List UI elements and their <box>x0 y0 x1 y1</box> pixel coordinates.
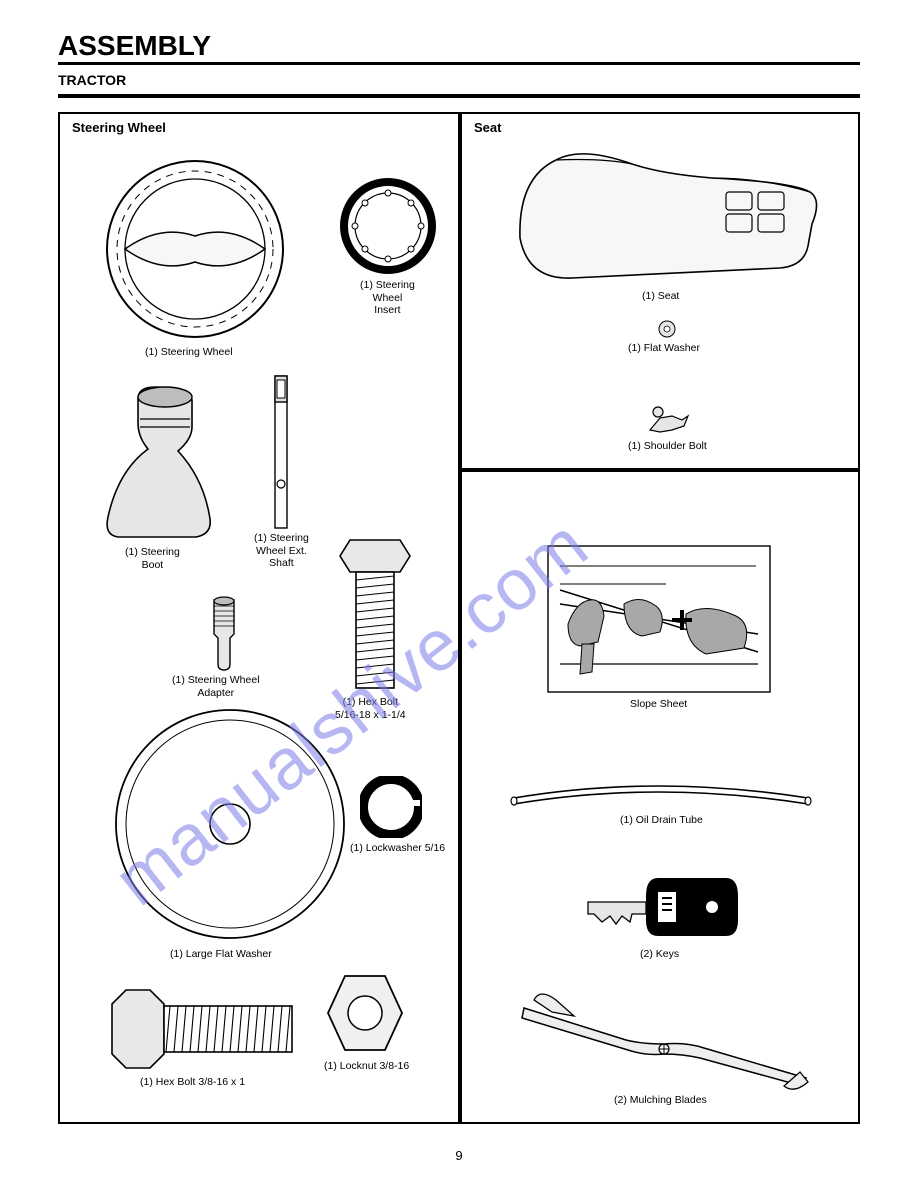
locknut-icon <box>320 968 410 1058</box>
label-steering-wheel: (1) Steering Wheel <box>145 346 233 359</box>
adapter-icon <box>200 594 248 674</box>
label-tube: (1) Oil Drain Tube <box>620 814 703 827</box>
rule-top <box>58 62 860 65</box>
flat-washer-icon <box>658 320 676 338</box>
label-shoulder-bolt: (1) Shoulder Bolt <box>628 440 707 453</box>
shoulder-bolt-icon <box>644 402 694 438</box>
lockwasher-icon <box>360 776 422 838</box>
label-locknut: (1) Locknut 3/8-16 <box>324 1060 409 1073</box>
section-title: ASSEMBLY <box>58 30 211 62</box>
label-lockwasher: (1) Lockwasher 5/16 <box>350 842 445 855</box>
key-icon <box>582 870 742 944</box>
label-seat: (1) Seat <box>642 290 679 303</box>
label-adapter: (1) Steering Wheel Adapter <box>172 674 260 699</box>
insert-icon <box>338 176 438 276</box>
label-ext-shaft: (1) Steering Wheel Ext. Shaft <box>254 532 309 570</box>
drain-tube-icon <box>506 772 816 812</box>
page-number: 9 <box>0 1148 918 1163</box>
bolt-small-icon <box>330 534 420 694</box>
seat-icon <box>512 138 822 288</box>
steering-wheel-icon <box>100 154 290 344</box>
label-blades: (2) Mulching Blades <box>614 1094 707 1107</box>
bolt-large-icon <box>106 984 298 1074</box>
label-boot: (1) Steering Boot <box>125 546 180 571</box>
panel-seat-title: Seat <box>474 120 501 135</box>
label-insert: (1) Steering Wheel Insert <box>360 279 415 317</box>
panel-misc: Slope Sheet (1) Oil Drain Tube (2) Keys … <box>460 470 860 1124</box>
subtitle: TRACTOR <box>58 72 126 88</box>
label-bolt-large: (1) Hex Bolt 3/8-16 x 1 <box>140 1076 245 1089</box>
label-slope: Slope Sheet <box>630 698 687 711</box>
panel-steering: Steering Wheel (1) Steering Wheel (1) St… <box>58 112 460 1124</box>
label-keys: (2) Keys <box>640 948 679 961</box>
panel-seat: Seat (1) Seat (1) Flat Washer (1) Should… <box>460 112 860 470</box>
rule-sub <box>58 94 860 98</box>
boot-icon <box>100 379 220 544</box>
mulching-blade-icon <box>514 982 814 1092</box>
panel-steering-title: Steering Wheel <box>72 120 166 135</box>
slope-sheet-icon <box>546 544 772 694</box>
large-washer-icon <box>110 704 350 944</box>
ext-shaft-icon <box>266 372 296 532</box>
label-flat-washer: (1) Flat Washer <box>628 342 700 355</box>
label-large-washer: (1) Large Flat Washer <box>170 948 272 961</box>
